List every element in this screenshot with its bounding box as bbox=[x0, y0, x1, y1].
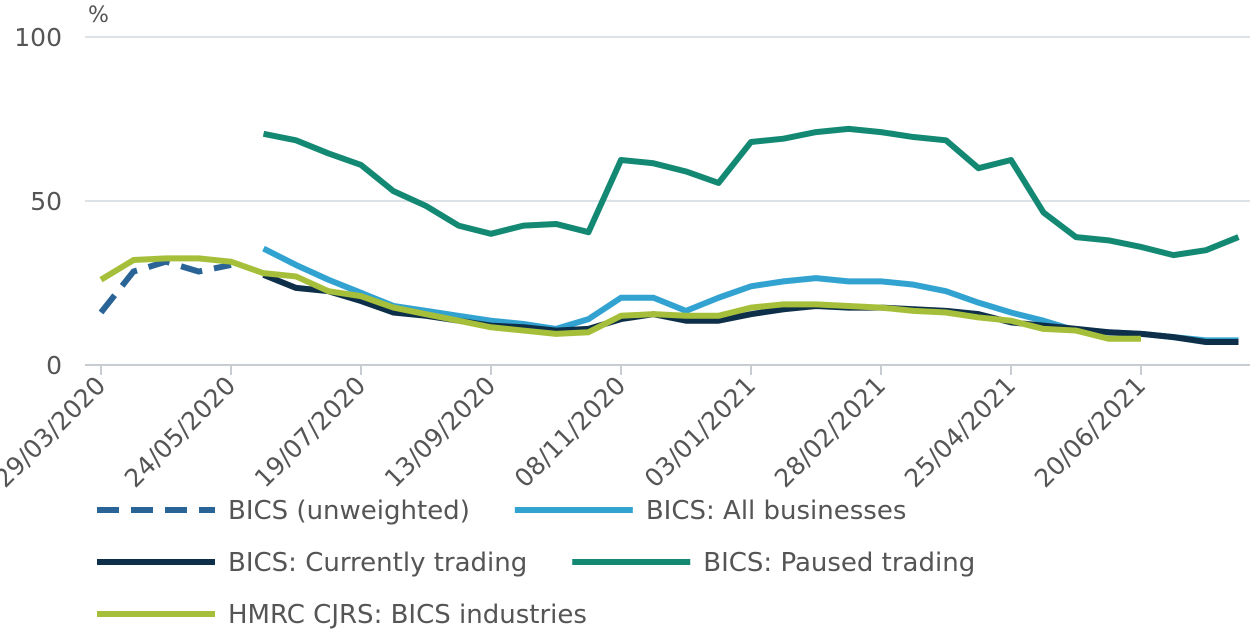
y-tick-label: 50 bbox=[30, 187, 62, 216]
x-tick-label: 25/04/2021 bbox=[899, 371, 1021, 493]
x-tick-label: 28/02/2021 bbox=[769, 371, 891, 493]
legend-label: BICS: Currently trading bbox=[228, 548, 527, 578]
y-tick-label: 0 bbox=[46, 351, 62, 380]
y-tick-label: 100 bbox=[14, 23, 62, 52]
series-line bbox=[98, 258, 232, 315]
series-line bbox=[262, 245, 1239, 344]
x-tick-label: 20/06/2021 bbox=[1029, 371, 1151, 493]
x-tick-label: 24/05/2020 bbox=[119, 371, 241, 493]
y-axis-label: % bbox=[88, 3, 109, 28]
legend-label: HMRC CJRS: BICS industries bbox=[228, 600, 587, 630]
x-tick-label: 29/03/2020 bbox=[0, 371, 111, 493]
legend-label: BICS: Paused trading bbox=[703, 548, 975, 578]
legend-label: BICS: All businesses bbox=[646, 496, 907, 526]
x-tick-label: 08/11/2020 bbox=[509, 371, 631, 493]
legend-label: BICS (unweighted) bbox=[228, 496, 470, 526]
x-tick-label: 13/09/2020 bbox=[379, 371, 501, 493]
x-tick-label: 03/01/2021 bbox=[639, 371, 761, 493]
series-line bbox=[99, 255, 1141, 342]
series-line bbox=[262, 125, 1240, 259]
x-tick-label: 19/07/2020 bbox=[249, 371, 371, 493]
